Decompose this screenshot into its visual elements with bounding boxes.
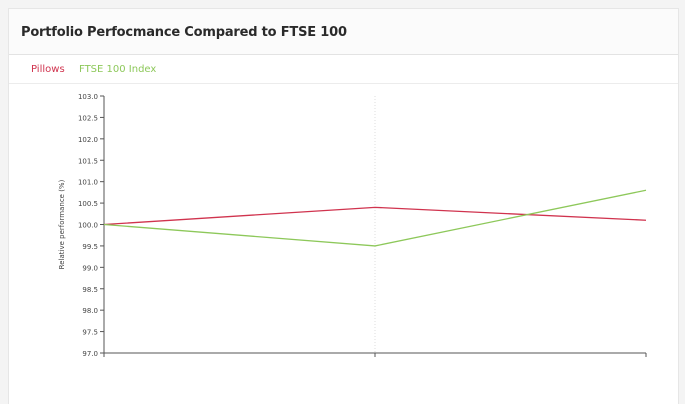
legend-label-ftse: FTSE 100 Index bbox=[79, 64, 157, 75]
y-tick-label: 99.0 bbox=[82, 264, 98, 272]
series-line-portfolio bbox=[103, 206, 647, 226]
y-tick-label: 101.0 bbox=[78, 179, 98, 187]
y-tick-label: 102.0 bbox=[78, 136, 98, 144]
y-tick-label: 97.0 bbox=[82, 350, 98, 358]
y-tick-label: 102.5 bbox=[78, 114, 98, 122]
y-tick-label: 97.5 bbox=[82, 329, 98, 337]
y-tick-label: 103.0 bbox=[78, 93, 98, 101]
panel-header: Portfolio Perfocmance Compared to FTSE 1… bbox=[9, 9, 678, 55]
y-axis-label: Relative performance (%) bbox=[58, 179, 66, 269]
y-tick-label: 100.5 bbox=[78, 200, 98, 208]
legend-item-portfolio[interactable]: Pillows bbox=[31, 64, 65, 75]
series-line-ftse bbox=[103, 189, 647, 247]
y-tick-label: 101.5 bbox=[78, 157, 98, 165]
y-tick-label: 98.5 bbox=[82, 286, 98, 294]
page-title: Portfolio Perfocmance Compared to FTSE 1… bbox=[21, 25, 347, 40]
legend-item-ftse[interactable]: FTSE 100 Index bbox=[79, 64, 156, 75]
legend-label-portfolio: Pillows bbox=[31, 64, 65, 75]
legend: Pillows FTSE 100 Index bbox=[9, 55, 678, 84]
y-tick-label: 99.5 bbox=[82, 243, 98, 251]
y-tick-label: 100.0 bbox=[78, 222, 98, 230]
y-tick-label: 98.0 bbox=[82, 307, 98, 315]
